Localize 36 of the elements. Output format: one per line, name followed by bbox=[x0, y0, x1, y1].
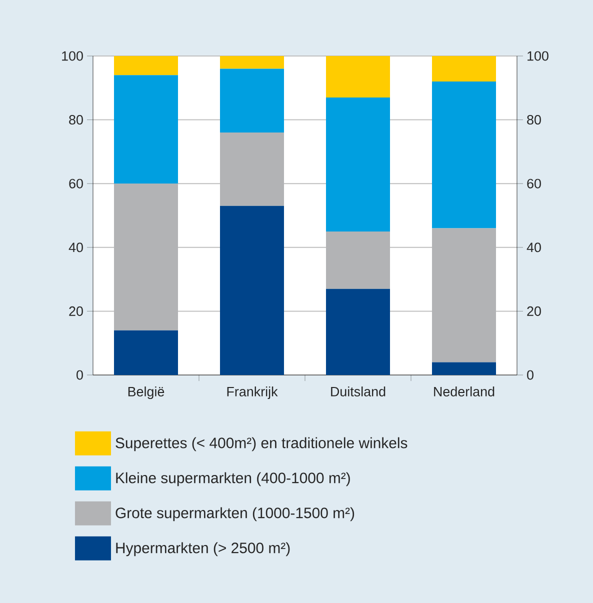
x-tick-label: België bbox=[128, 386, 164, 400]
bar bbox=[326, 288, 390, 375]
bar bbox=[114, 75, 178, 184]
bar bbox=[432, 82, 496, 228]
bar bbox=[220, 56, 284, 69]
bar bbox=[114, 184, 178, 330]
y2-tick-label: 80 bbox=[69, 115, 83, 125]
y2-tick-label: 60 bbox=[69, 178, 83, 188]
bar bbox=[220, 132, 284, 206]
y-tick-label: 80 bbox=[527, 115, 541, 125]
legend-label: Kleine supermarkten (400-1000 m²) bbox=[116, 472, 350, 486]
y2-tick-label: 0 bbox=[76, 370, 83, 380]
bar bbox=[432, 56, 496, 82]
bar bbox=[432, 362, 496, 375]
bar bbox=[114, 56, 178, 76]
y2-tick-label: 20 bbox=[69, 306, 83, 316]
x-tick-label: Duitsland bbox=[331, 386, 386, 396]
y2-tick-label: 40 bbox=[68, 242, 83, 252]
y-tick-label: 0 bbox=[527, 370, 534, 380]
bar bbox=[220, 68, 284, 133]
y2-tick-label: 100 bbox=[62, 51, 83, 61]
bar bbox=[326, 97, 390, 232]
bar bbox=[326, 56, 390, 98]
y-tick-label: 20 bbox=[527, 306, 541, 316]
x-tick-label: Nederland bbox=[434, 386, 494, 396]
bar bbox=[432, 228, 496, 362]
legend-label: Grote supermarkten (1000-1500 m²) bbox=[116, 507, 354, 522]
y-tick-label: 60 bbox=[527, 178, 541, 188]
y-tick-label: 100 bbox=[528, 51, 548, 61]
x-tick-label: Frankrijk bbox=[227, 386, 278, 400]
legend-label: Hypermarkten (> 2500 m²) bbox=[116, 542, 290, 556]
bar bbox=[114, 330, 178, 375]
bar bbox=[326, 231, 390, 289]
y-tick-label: 40 bbox=[526, 242, 541, 252]
legend-label: Superettes (< 400m²) en traditionele winkels bbox=[116, 437, 408, 452]
bar bbox=[220, 206, 284, 375]
